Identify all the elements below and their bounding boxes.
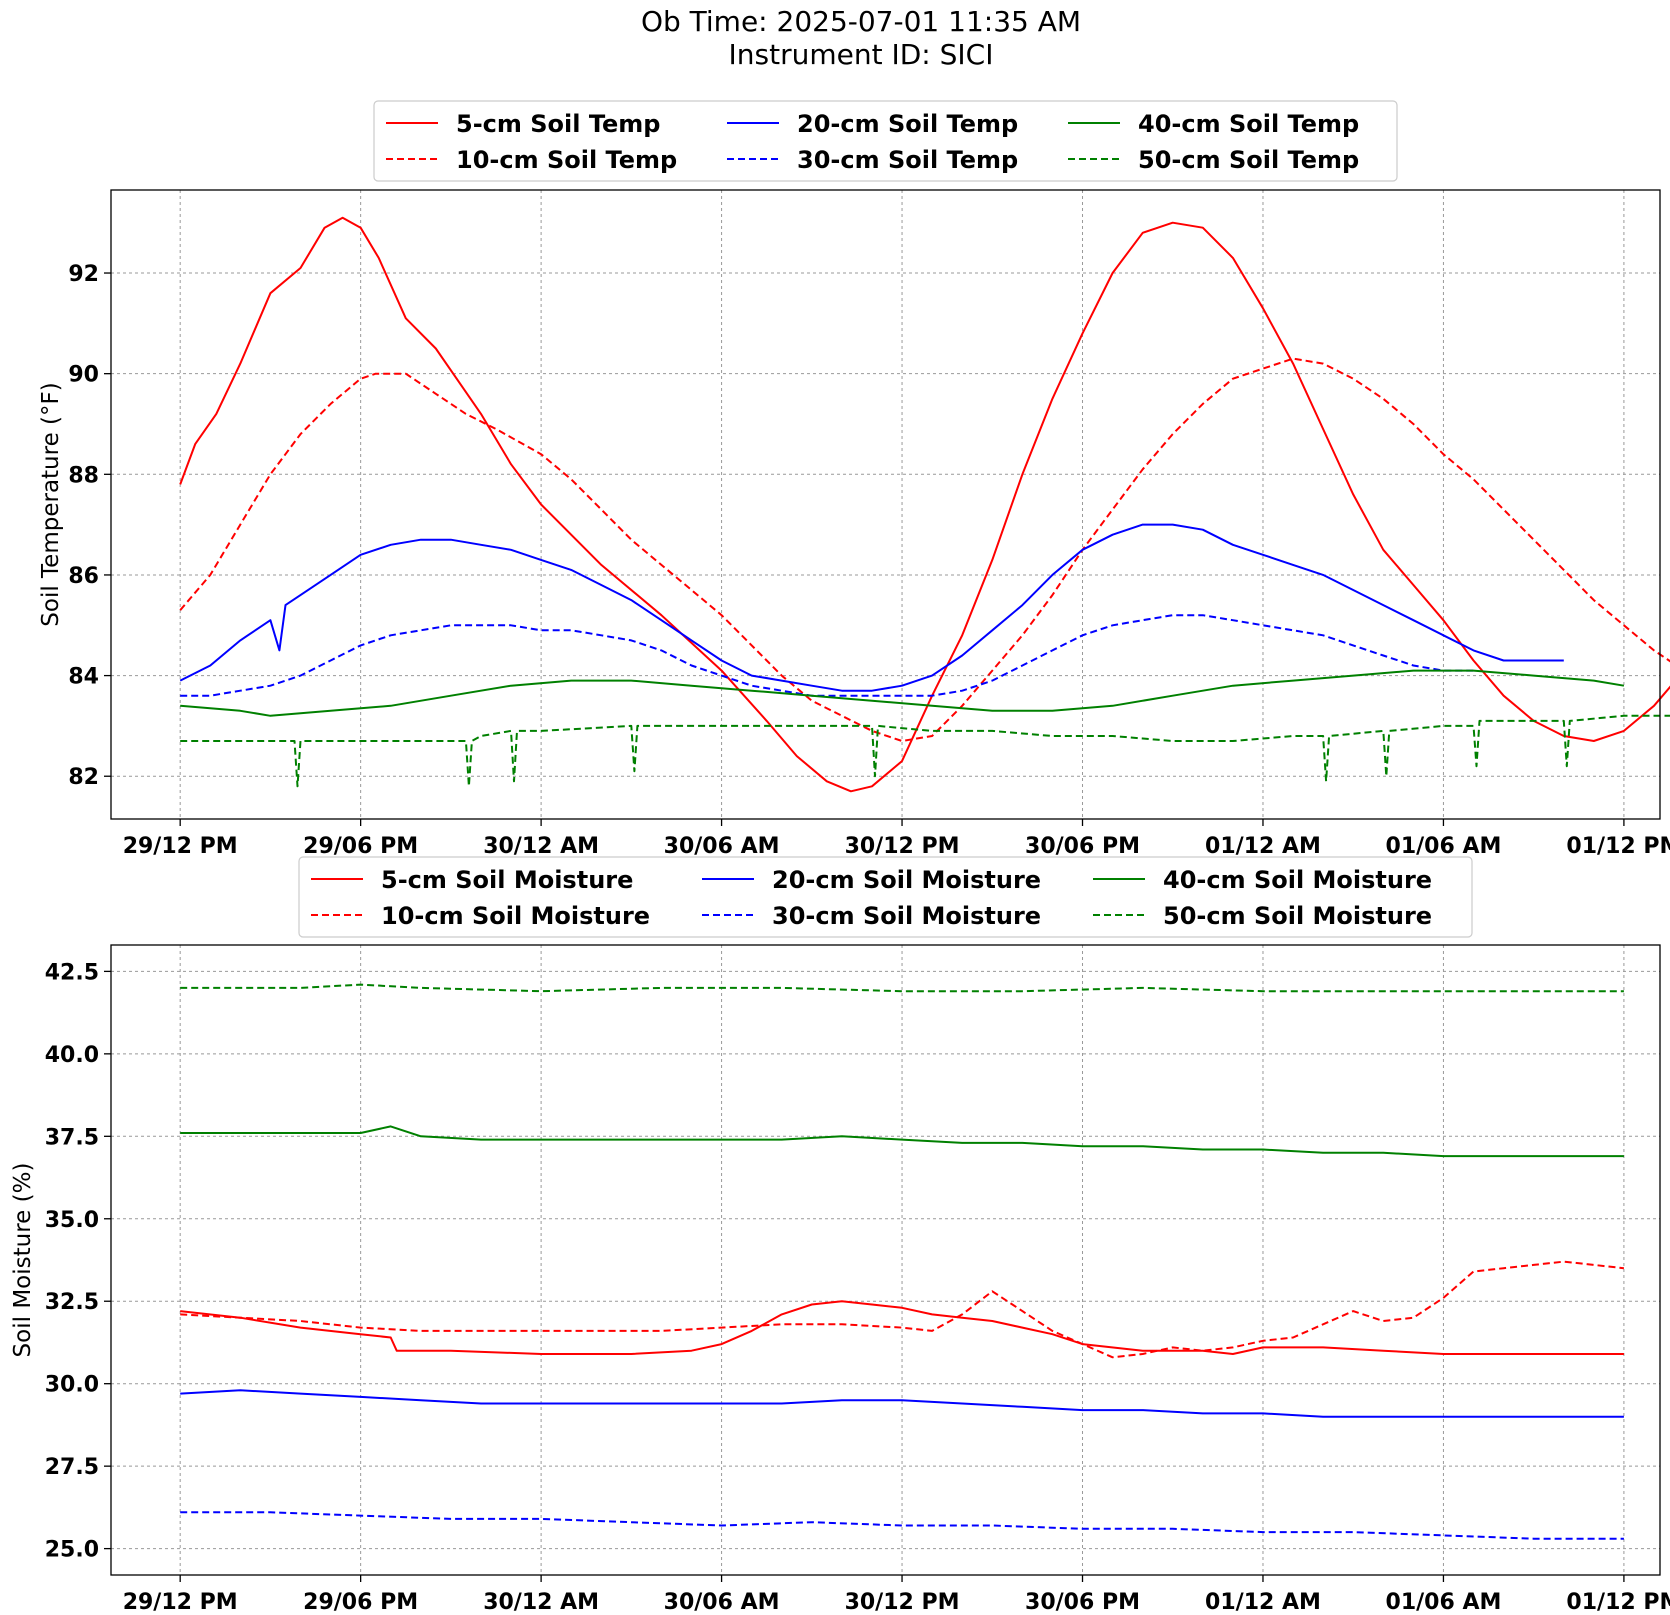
y-tick-label: 82 bbox=[68, 765, 99, 790]
series-line-50-cm-soil-temp bbox=[180, 714, 1670, 788]
legend-box bbox=[373, 100, 1398, 182]
x-tick-label: 30/12 AM bbox=[483, 834, 599, 859]
y-tick-label: 37.5 bbox=[45, 1125, 99, 1150]
series-line-5-cm-soil-temp bbox=[179, 216, 1670, 793]
x-tick-label: 30/06 AM bbox=[664, 1590, 780, 1615]
legend-label: 10-cm Soil Moisture bbox=[381, 902, 650, 930]
x-tick-label: 30/06 AM bbox=[664, 834, 780, 859]
x-tick-label: 30/12 PM bbox=[845, 1590, 960, 1615]
legend-label: 40-cm Soil Temp bbox=[1138, 110, 1359, 138]
legend-label: 50-cm Soil Moisture bbox=[1163, 902, 1432, 930]
y-tick-label: 88 bbox=[68, 463, 99, 488]
y-tick-label: 32.5 bbox=[45, 1290, 99, 1315]
soil-temperature-panel: 29/12 PM 29/06 PM 30/12 AM 30/06 AM 30/12 PM… bbox=[38, 100, 1670, 859]
y-tick-label: 90 bbox=[68, 363, 99, 388]
series-line-50-cm-soil-moisture bbox=[180, 983, 1624, 993]
x-tick-label: 29/06 PM bbox=[303, 1590, 418, 1615]
legend-label: 50-cm Soil Temp bbox=[1138, 146, 1359, 174]
legend-label: 5-cm Soil Moisture bbox=[381, 866, 633, 894]
plot-frame bbox=[110, 189, 1661, 820]
y-tick-label: 35.0 bbox=[45, 1208, 99, 1233]
figure-title-line2: Instrument ID: SICI bbox=[729, 38, 994, 71]
legend-label: 20-cm Soil Temp bbox=[797, 110, 1018, 138]
figure-title-line1: Ob Time: 2025-07-01 11:35 AM bbox=[641, 5, 1081, 38]
legend-label: 10-cm Soil Temp bbox=[456, 146, 677, 174]
legend-label: 30-cm Soil Temp bbox=[797, 146, 1018, 174]
series-line-10-cm-soil-moisture bbox=[180, 1260, 1625, 1359]
plot-frame bbox=[110, 944, 1661, 1576]
y-tick-label: 42.5 bbox=[45, 960, 99, 985]
series-group bbox=[179, 216, 1670, 793]
legend-box bbox=[298, 856, 1473, 938]
grid bbox=[111, 190, 1660, 819]
x-tick-label: 01/06 AM bbox=[1386, 834, 1502, 859]
legend-label: 5-cm Soil Temp bbox=[456, 110, 660, 138]
series-line-20-cm-soil-temp bbox=[179, 523, 1564, 692]
y-tick-label: 30.0 bbox=[45, 1373, 99, 1398]
x-tick-label: 30/12 AM bbox=[483, 1590, 599, 1615]
grid bbox=[111, 945, 1660, 1575]
series-line-10-cm-soil-temp bbox=[179, 357, 1670, 742]
x-tick-label: 01/12 PM bbox=[1566, 1590, 1670, 1615]
x-tick-label: 01/12 AM bbox=[1205, 1590, 1321, 1615]
soil-moisture-panel: 29/12 PM 29/06 PM 30/12 AM 30/06 AM 30/12 PM… bbox=[10, 856, 1670, 1615]
y-tick-label: 92 bbox=[68, 262, 99, 287]
y-tick-label: 40.0 bbox=[45, 1043, 99, 1068]
x-tick-label: 29/12 PM bbox=[123, 1590, 238, 1615]
x-tick-label: 01/06 AM bbox=[1386, 1590, 1502, 1615]
y-tick-label: 27.5 bbox=[45, 1455, 99, 1480]
x-tick-label: 30/06 PM bbox=[1025, 1590, 1140, 1615]
y-axis-label: Soil Moisture (%) bbox=[10, 1163, 36, 1358]
y-tick-label: 84 bbox=[68, 665, 99, 690]
y-tick-label: 25.0 bbox=[45, 1538, 99, 1563]
x-tick-label: 01/12 AM bbox=[1205, 834, 1321, 859]
legend-label: 30-cm Soil Moisture bbox=[772, 902, 1041, 930]
legend-label: 40-cm Soil Moisture bbox=[1163, 866, 1432, 894]
x-tick-label: 30/12 PM bbox=[845, 834, 960, 859]
series-line-40-cm-soil-moisture bbox=[180, 1125, 1624, 1158]
x-tick-label: 01/12 PM bbox=[1566, 834, 1670, 859]
series-line-30-cm-soil-temp bbox=[180, 614, 1474, 697]
series-line-20-cm-soil-moisture bbox=[180, 1389, 1624, 1418]
x-tick-label: 29/06 PM bbox=[303, 834, 418, 859]
series-line-5-cm-soil-moisture bbox=[180, 1300, 1624, 1355]
x-tick-label: 30/06 PM bbox=[1025, 834, 1140, 859]
series-line-40-cm-soil-temp bbox=[180, 669, 1625, 717]
y-axis-label: Soil Temperature (°F) bbox=[38, 382, 64, 626]
series-group bbox=[180, 983, 1625, 1540]
legend: 5-cm Soil Moisture 10-cm Soil Moisture 20-… bbox=[298, 856, 1473, 938]
y-tick-label: 86 bbox=[68, 564, 99, 589]
legend-label: 20-cm Soil Moisture bbox=[772, 866, 1041, 894]
series-line-30-cm-soil-moisture bbox=[180, 1511, 1624, 1540]
legend: 5-cm Soil Temp 10-cm Soil Temp 20-cm Soil … bbox=[373, 100, 1398, 182]
x-tick-label: 29/12 PM bbox=[123, 834, 238, 859]
